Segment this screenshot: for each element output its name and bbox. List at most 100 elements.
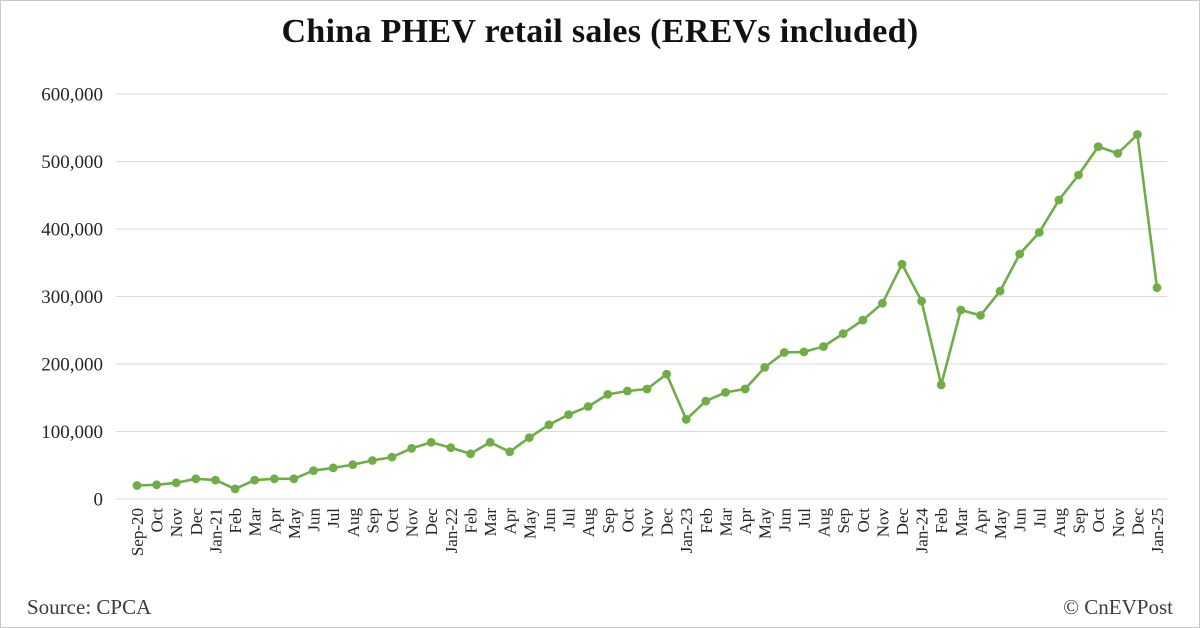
x-tick-label: Feb [932, 508, 951, 534]
x-tick-label: Apr [971, 508, 990, 535]
data-point [642, 384, 652, 394]
x-tick-label: Apr [736, 508, 755, 535]
data-point [583, 402, 593, 411]
data-point [878, 298, 887, 308]
x-tick-label: Jun [1011, 508, 1030, 532]
x-tick-label: Sep [363, 508, 382, 534]
x-tick-label: Sep [834, 508, 853, 534]
x-tick-label: Mar [716, 508, 735, 537]
x-tick-label: Jan-22 [442, 508, 461, 553]
x-tick-label: Jan-23 [677, 508, 696, 553]
data-point [701, 396, 711, 406]
data-point [309, 466, 318, 475]
data-point [269, 474, 279, 484]
data-point [1093, 142, 1103, 152]
x-tick-label: Mar [246, 508, 265, 537]
data-point [838, 329, 848, 338]
data-point [466, 449, 475, 459]
x-tick-label: Apr [265, 508, 284, 535]
x-tick-label: Dec [893, 508, 912, 536]
x-tick-label: Nov [1109, 508, 1128, 538]
data-point [623, 386, 632, 396]
x-tick-label: Jul [324, 508, 343, 528]
x-tick-label: May [285, 508, 304, 540]
data-point [681, 415, 691, 424]
x-tick-label: Dec [658, 508, 677, 536]
x-tick-label: Sep [599, 508, 618, 534]
x-tick-label: Aug [815, 508, 834, 538]
x-tick-label: May [991, 508, 1010, 540]
data-point [760, 363, 770, 372]
data-point [1054, 195, 1064, 205]
data-point [250, 475, 260, 485]
x-tick-label: Feb [697, 508, 716, 534]
data-point [524, 433, 534, 442]
data-point [819, 342, 828, 351]
x-tick-label: Jun [540, 508, 559, 532]
source-label: Source: CPCA [27, 595, 152, 619]
data-point [289, 474, 299, 484]
x-tick-label: Nov [167, 508, 186, 538]
x-tick-label: Oct [383, 508, 402, 533]
x-tick-label: Oct [618, 508, 637, 533]
data-point [1113, 149, 1123, 158]
data-point [779, 348, 789, 357]
data-point [387, 452, 397, 462]
data-point [485, 437, 495, 447]
x-tick-label: Dec [1128, 508, 1147, 536]
data-point [1034, 228, 1044, 237]
series-line [135, 133, 1159, 491]
x-tick-label: Jul [1030, 508, 1049, 528]
x-tick-label: Dec [422, 508, 441, 536]
data-point [152, 480, 162, 490]
data-point [544, 420, 554, 430]
y-tick-label: 0 [94, 490, 104, 511]
y-tick-label: 600,000 [41, 85, 103, 106]
y-tick-label: 400,000 [41, 220, 103, 241]
data-point [564, 410, 573, 419]
data-point [936, 380, 946, 390]
data-point [721, 388, 730, 397]
x-tick-label: Jun [305, 508, 324, 532]
y-tick-label: 500,000 [41, 152, 103, 173]
data-point [211, 475, 220, 485]
x-tick-label: Jun [775, 508, 794, 532]
x-tick-label: Nov [638, 508, 657, 538]
data-point [799, 347, 809, 357]
x-tick-label: Feb [461, 508, 480, 534]
data-point [328, 463, 338, 473]
data-point [426, 437, 436, 447]
x-tick-label: Jan-24 [913, 508, 932, 554]
data-point [348, 460, 358, 469]
y-tick-label: 200,000 [41, 355, 103, 376]
x-tick-label: Aug [1050, 508, 1069, 538]
data-point [368, 456, 377, 465]
data-point [230, 484, 240, 494]
data-point [976, 311, 985, 320]
data-point [897, 259, 907, 269]
x-tick-label: Aug [344, 508, 363, 538]
x-tick-label: Oct [1089, 508, 1108, 533]
data-point [1152, 283, 1162, 293]
x-tick-label: Dec [187, 508, 206, 536]
x-tick-label: Nov [873, 508, 892, 538]
data-point [505, 447, 515, 457]
copyright-label: © CnEVPost [1063, 595, 1173, 619]
data-point [407, 444, 416, 453]
x-tick-label: Oct [854, 508, 873, 533]
data-point [171, 478, 181, 488]
data-point [858, 315, 868, 325]
x-tick-label: Sep [1070, 508, 1089, 534]
data-point [740, 384, 750, 394]
x-tick-label: Jan-21 [206, 508, 225, 553]
y-tick-label: 300,000 [41, 287, 103, 308]
x-tick-label: Jul [795, 508, 814, 528]
data-point [132, 481, 142, 490]
data-point [1015, 249, 1025, 259]
x-tick-label: Aug [579, 508, 598, 538]
data-point [603, 390, 613, 399]
x-tick-label: Feb [226, 508, 245, 534]
x-tick-label: Mar [481, 508, 500, 537]
